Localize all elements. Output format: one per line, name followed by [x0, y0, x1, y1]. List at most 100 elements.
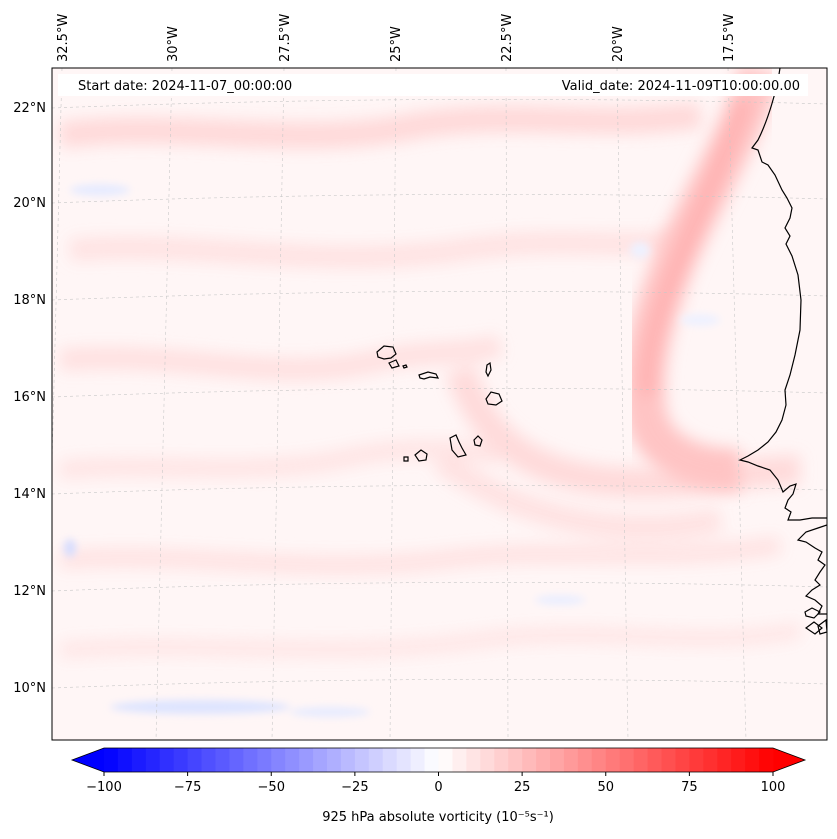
colorbar-cell	[104, 748, 119, 772]
colorbar-tick-label: −50	[258, 780, 285, 795]
colorbar-cell	[563, 748, 579, 772]
island-boa-vista	[485, 391, 503, 406]
colorbar-cell	[382, 748, 398, 772]
island-fogo	[414, 449, 428, 462]
colorbar-cell	[647, 748, 662, 772]
lat-label: 14°N	[13, 487, 46, 502]
colorbar-cell	[508, 748, 523, 772]
lat-label: 10°N	[13, 681, 46, 696]
colorbar-cell	[619, 748, 635, 772]
colorbar-cell	[145, 748, 161, 772]
lat-label: 20°N	[13, 196, 46, 211]
colorbar-cell	[410, 748, 425, 772]
colorbar-cell	[159, 748, 175, 772]
colorbar-cell	[605, 748, 621, 772]
colorbar-cell	[633, 748, 648, 772]
colorbar-cell	[522, 748, 537, 772]
colorbar-min-arrow	[72, 748, 104, 772]
coastline-bijagos-1	[804, 607, 822, 619]
lon-label: 22.5°W	[500, 14, 515, 62]
colorbar-cell	[536, 748, 551, 772]
lat-label: 16°N	[13, 390, 46, 405]
start-date-label: Start date: 2024-11-07_00:00:00	[78, 79, 292, 94]
colorbar-tick-label: 100	[761, 780, 786, 795]
lon-label: 20°W	[611, 26, 626, 62]
colorbar-label: 925 hPa absolute vorticity (10⁻⁵s⁻¹)	[322, 810, 554, 825]
colorbar-tick-label: 75	[681, 780, 698, 795]
lat-label: 18°N	[13, 293, 46, 308]
colorbar-cell	[187, 748, 202, 772]
lon-label: 32.5°W	[56, 14, 71, 62]
colorbar-cell	[271, 748, 286, 772]
colorbar-cell	[257, 748, 272, 772]
colorbar-cell	[327, 748, 342, 772]
colorbar-cell	[452, 748, 467, 772]
colorbar-cell	[313, 748, 328, 772]
colorbar-cell	[759, 748, 774, 772]
island-brava	[403, 456, 409, 462]
colorbar-max-arrow	[773, 748, 805, 772]
latitude-labels: 22°N 20°N 18°N 16°N 14°N 12°N 10°N	[13, 101, 46, 696]
lon-label: 25°W	[389, 26, 404, 62]
colorbar-cell	[494, 748, 509, 772]
island-sal	[485, 361, 492, 378]
lat-label: 12°N	[13, 584, 46, 599]
colorbar-cell	[229, 748, 244, 772]
colorbar-tick-label: 25	[514, 780, 531, 795]
colorbar-cell	[661, 748, 676, 772]
colorbar-cell	[354, 748, 370, 772]
colorbar-tick-label: 50	[597, 780, 614, 795]
island-sao-nicolau	[418, 371, 440, 380]
coastline-bijagos-3	[817, 618, 827, 635]
colorbar-cell	[299, 748, 314, 772]
island-santo-antao	[376, 345, 397, 360]
colorbar-cell	[173, 748, 189, 772]
colorbar-cell	[215, 748, 230, 772]
colorbar-tick-label: −100	[86, 780, 122, 795]
colorbar-cell	[480, 748, 495, 772]
colorbar-cell	[117, 748, 133, 772]
island-maio	[473, 435, 483, 447]
colorbar-cell	[424, 748, 439, 772]
colorbar-cell	[243, 748, 258, 772]
colorbar-cell	[731, 748, 746, 772]
lon-label: 27.5°W	[278, 14, 293, 62]
colorbar-cell	[550, 748, 565, 772]
colorbar-cell	[703, 748, 718, 772]
coastline-guinea-bissau	[796, 524, 827, 615]
island-sao-vicente	[388, 359, 400, 369]
colorbar-cell	[396, 748, 412, 772]
colorbar-cell	[131, 748, 147, 772]
colorbar: −100 −75 −50 −25 0 25 50 75 100 925 hPa absolute…	[70, 747, 807, 825]
colorbar-tick-label: −25	[341, 780, 368, 795]
colorbar-cell	[675, 748, 690, 772]
colorbar-cell	[438, 748, 453, 772]
colorbar-cell	[340, 748, 356, 772]
map-frame	[51, 67, 828, 741]
colorbar-cell	[285, 748, 300, 772]
colorbar-tick-label: 0	[434, 780, 442, 795]
valid-date-label: Valid_date: 2024-11-09T10:00:00.00	[562, 79, 800, 94]
colorbar-cell	[745, 748, 760, 772]
longitude-labels: 32.5°W 30°W 27.5°W 25°W 22.5°W 20°W 17.5…	[56, 14, 737, 62]
colorbar-ticks: −100 −75 −50 −25 0 25 50 75 100	[86, 772, 785, 795]
island-santiago	[449, 434, 467, 458]
map-panel: Start date: 2024-11-07_00:00:00 Valid_da…	[51, 67, 828, 741]
island-santa-luzia	[402, 364, 408, 369]
colorbar-cell	[717, 748, 732, 772]
lon-label: 30°W	[166, 26, 181, 62]
colorbar-cell	[368, 748, 384, 772]
coastline-west-africa	[738, 68, 827, 521]
title-strip	[58, 74, 808, 96]
colorbar-cell	[466, 748, 481, 772]
coastline-bijagos-2	[804, 621, 823, 635]
vorticity-field	[52, 68, 827, 740]
colorbar-cell	[689, 748, 704, 772]
colorbar-cell	[577, 748, 593, 772]
colorbar-cell	[591, 748, 607, 772]
colorbar-cells	[104, 748, 774, 772]
colorbar-tick-label: −75	[174, 780, 201, 795]
graticule	[52, 68, 827, 740]
colorbar-cell	[201, 748, 216, 772]
lon-label: 17.5°W	[722, 14, 737, 62]
